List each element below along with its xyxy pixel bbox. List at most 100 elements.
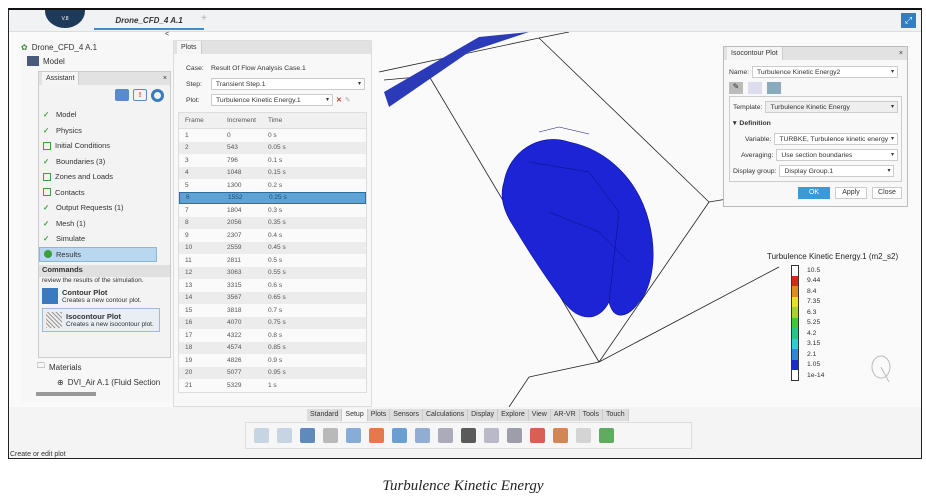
table-row[interactable]: 10 2559 0.45 s [179,241,366,254]
workflow-step[interactable]: ✓ Simulate [39,231,170,247]
table-row[interactable]: 9 2307 0.4 s [179,229,366,242]
app-logo[interactable]: V.8 [45,10,85,28]
close-icon[interactable]: × [898,50,903,57]
close-button[interactable]: Close [872,187,902,199]
case-row: Case: Result Of Flow Analysis Case.1 [186,64,306,72]
table-row[interactable]: 20 5077 0.95 s [179,366,366,379]
list-view-icon[interactable] [115,89,129,101]
table-icon[interactable] [415,428,430,443]
checkbox-empty-icon [43,188,51,197]
table-row[interactable]: 16 4070 0.75 s [179,316,366,329]
table-row[interactable]: 5 1300 0.2 s [179,179,366,192]
close-icon[interactable]: × [162,75,167,82]
display-group-select[interactable]: Display Group.1 [779,165,895,177]
ok-button[interactable]: OK [798,187,830,199]
chart-tab-icon[interactable] [748,82,762,94]
table-row[interactable]: 11 2811 0.5 s [179,254,366,267]
table-row[interactable]: 7 1804 0.3 s [179,204,366,217]
averaging-select[interactable]: Use section boundaries [776,149,898,161]
status-bar: Create or edit plot [9,451,921,458]
ribbon-tab-standard[interactable]: Standard [307,409,343,421]
animation-icon[interactable] [392,428,407,443]
ribbon-tab-display[interactable]: Display [468,409,499,421]
tree-materials[interactable]: 🗀 Materials [37,360,81,374]
ribbon-tab-calculations[interactable]: Calculations [423,409,469,421]
section-icon[interactable] [484,428,499,443]
definition-toggle[interactable]: ▾ Definition [733,119,771,128]
tree-model[interactable]: Model [21,54,173,68]
workflow-step[interactable]: ✓ Mesh (1) [39,216,170,232]
report-icon[interactable] [576,428,591,443]
tree-root[interactable]: ✿ Drone_CFD_4 A.1 [21,42,98,52]
warning-icon[interactable]: ! [133,89,147,101]
settings-icon[interactable] [553,428,568,443]
expand-icon[interactable]: ⤢ [901,13,916,28]
table-row[interactable]: 21 5329 1 s [179,379,366,392]
ribbon-tab-ar-vr[interactable]: AR-VR [551,409,580,421]
workflow-step[interactable]: Results [39,246,157,262]
legend-value: 8.4 [807,287,817,295]
table-row[interactable]: 2 543 0.05 s [179,141,366,154]
table-row[interactable]: 3 796 0.1 s [179,154,366,167]
table-row[interactable]: 6 1552 0.25 s [179,191,366,204]
document-tab[interactable]: Drone_CFD_4 A.1 [94,13,204,30]
contour-plot-command[interactable]: Contour Plot Creates a new contour plot. [39,284,170,308]
database-icon[interactable] [507,428,522,443]
plugin-icon[interactable] [599,428,614,443]
edit-pencil-icon[interactable]: ✎ [344,97,351,104]
new-tab-button[interactable]: + [201,13,207,24]
paste-icon[interactable] [277,428,292,443]
tree-scrollbar[interactable] [36,392,96,396]
step-select[interactable]: Transient Step.1 [210,78,365,90]
table-row[interactable]: 15 3818 0.7 s [179,304,366,317]
table-row[interactable]: 13 3315 0.6 s [179,279,366,292]
ribbon-tab-explore[interactable]: Explore [498,409,529,421]
name-input[interactable]: Turbulence Kinetic Energy2 [752,66,899,78]
axes-icon[interactable] [461,428,476,443]
table-cell: 0.8 s [268,331,283,339]
ribbon-tab-plots[interactable]: Plots [368,409,391,421]
tree-material-item[interactable]: ⊕ DVI_Air A.1 (Fluid Section [57,377,161,387]
delete-plot-icon[interactable]: ✕ [336,97,342,104]
workflow-step[interactable]: ✓ Model [39,107,170,123]
template-select[interactable]: Turbulence Kinetic Energy [765,101,898,113]
table-row[interactable]: 18 4574 0.85 s [179,341,366,354]
ribbon-tab-setup[interactable]: Setup [342,409,368,421]
display-tab-icon[interactable] [767,82,781,94]
table-row[interactable]: 4 1048 0.15 s [179,166,366,179]
table-row[interactable]: 14 3567 0.65 s [179,291,366,304]
table-cell: 0.3 s [268,206,283,214]
table-row[interactable]: 19 4826 0.9 s [179,354,366,367]
copy-icon[interactable] [254,428,269,443]
ribbon-tab-sensors[interactable]: Sensors [390,409,423,421]
undo-icon[interactable] [300,428,315,443]
workflow-step[interactable]: Zones and Loads [39,169,170,185]
isocontour-plot-command[interactable]: Isocontour Plot Creates a new isocontour … [42,308,160,332]
part-icon[interactable] [323,428,338,443]
application-window: V.8 Drone_CFD_4 A.1 + ⤢ [8,8,922,459]
workflow-step[interactable]: Contacts [39,185,170,201]
delete-plot-icon[interactable] [530,428,545,443]
save-results-icon[interactable] [438,428,453,443]
figure-caption: Turbulence Kinetic Energy [382,478,544,494]
table-row[interactable]: 17 4322 0.8 s [179,329,366,342]
import-icon[interactable] [346,428,361,443]
ribbon-tab-touch[interactable]: Touch [603,409,629,421]
edit-tab-icon[interactable]: ✎ [729,82,743,94]
variable-select[interactable]: TURBKE, Turbulence kinetic energy [774,133,898,145]
ribbon-tab-tools[interactable]: Tools [580,409,603,421]
refresh-icon[interactable] [151,89,164,102]
workflow-step[interactable]: ✓ Boundaries (3) [39,154,170,170]
table-row[interactable]: 12 3063 0.55 s [179,266,366,279]
workflow-step[interactable]: Initial Conditions [39,138,170,154]
apply-button[interactable]: Apply [835,187,867,199]
plot-select[interactable]: Turbulence Kinetic Energy.1 [211,94,333,106]
table-row[interactable]: 1 0 0 s [179,129,366,142]
collapse-panel-button[interactable]: < [165,31,170,38]
workflow-step[interactable]: ✓ Physics [39,123,170,139]
contour-icon[interactable] [369,428,384,443]
table-cell: 2559 [227,244,242,252]
workflow-step[interactable]: ✓ Output Requests (1) [39,200,170,216]
table-row[interactable]: 8 2056 0.35 s [179,216,366,229]
ribbon-tab-view[interactable]: View [529,409,551,421]
